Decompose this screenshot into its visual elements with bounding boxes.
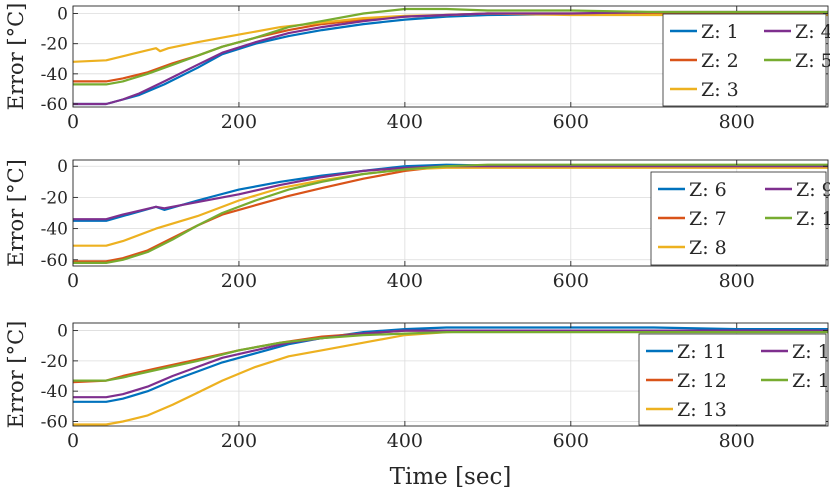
legend-label: Z: 2 (701, 50, 739, 72)
legend-label: Z: 15 (792, 370, 830, 392)
legend-label: Z: 11 (677, 341, 727, 363)
y-tick-label: -60 (41, 251, 68, 271)
x-tick-label: 0 (67, 430, 79, 452)
axes-box (72, 159, 829, 267)
x-tick-label: 600 (553, 270, 589, 292)
legend-label: Z: 5 (795, 50, 830, 72)
x-tick-label: 0 (67, 111, 79, 133)
x-axis-label: Time [sec] (390, 464, 512, 490)
legend: Z: 11 Z: 14 Z: 12 Z: 15 Z: 13 (638, 333, 830, 426)
y-axis-label: Error [°C] (4, 3, 28, 111)
y-axis-label: Error [°C] (4, 159, 28, 267)
series-line-15 (73, 331, 828, 382)
x-tick-label: 200 (221, 430, 257, 452)
legend-label: Z: 6 (689, 179, 727, 201)
series-line-9 (73, 165, 828, 221)
x-tick-label: 200 (221, 270, 257, 292)
x-tick-label: 0 (67, 270, 79, 292)
legend-label: Z: 13 (677, 399, 727, 421)
legend-label: Z: 1 (701, 21, 739, 43)
y-tick-label: -40 (41, 382, 68, 402)
series-line-10 (73, 163, 828, 264)
legend-label: Z: 7 (689, 208, 727, 230)
legend-label: Z: 10 (796, 208, 830, 230)
x-tick-label: 400 (387, 270, 423, 292)
y-tick-label: -40 (41, 220, 68, 240)
legend-label: Z: 8 (689, 237, 727, 259)
x-tick-label: 600 (553, 430, 589, 452)
legend: Z: 6 Z: 9 Z: 7 Z: 10 Z: 8 (650, 171, 830, 266)
y-tick-label: 0 (57, 5, 68, 25)
y-tick-label: -20 (41, 35, 68, 55)
y-axis-label: Error [°C] (4, 321, 28, 429)
y-tick-label: -60 (41, 412, 68, 432)
subplot-3: 0 200 400 600 800 -60 -40 -20 0 Error [°C] Time [s… (4, 321, 830, 490)
x-tick-label: 800 (719, 111, 755, 133)
series-line-5 (73, 7, 828, 86)
legend-label: Z: 3 (701, 79, 739, 101)
x-tick-label: 800 (719, 270, 755, 292)
x-tick-label: 600 (553, 111, 589, 133)
y-tick-label: -60 (41, 95, 68, 115)
axes-box (72, 5, 829, 108)
axes-box (72, 322, 829, 427)
legend-label: Z: 4 (795, 21, 830, 43)
y-tick-label: -20 (41, 352, 68, 372)
legend-label: Z: 14 (792, 341, 830, 363)
legend: Z: 1 Z: 4 Z: 2 Z: 5 Z: 3 (662, 13, 830, 107)
series-line-4 (73, 10, 828, 106)
x-tick-label: 200 (221, 111, 257, 133)
y-tick-label: 0 (57, 322, 68, 342)
x-tick-label: 400 (387, 430, 423, 452)
y-tick-label: 0 (57, 157, 68, 177)
legend-label: Z: 9 (796, 179, 830, 201)
y-tick-label: -40 (41, 65, 68, 85)
x-tick-label: 800 (719, 430, 755, 452)
legend-label: Z: 12 (677, 370, 727, 392)
x-tick-label: 400 (387, 111, 423, 133)
y-tick-label: -20 (41, 188, 68, 208)
